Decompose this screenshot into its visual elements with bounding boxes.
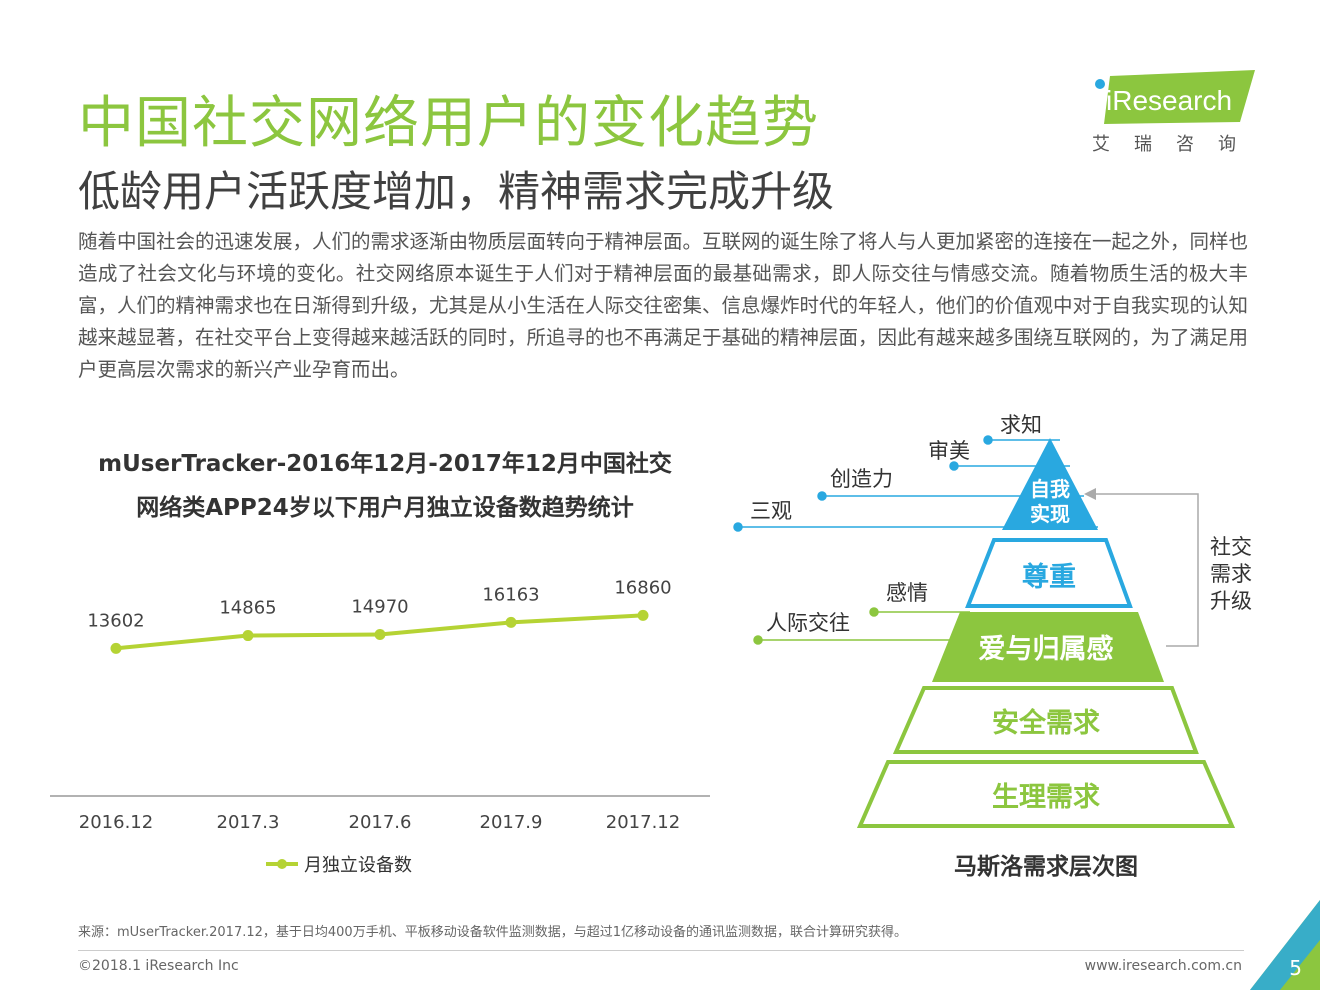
- data-point: [242, 630, 254, 642]
- side-label-1: 社交: [1210, 535, 1252, 559]
- data-label: 14865: [219, 598, 276, 619]
- series-segment: [115, 633, 249, 651]
- x-tick-label: 2017.12: [606, 812, 680, 833]
- annotation-sanguan: 三观: [750, 499, 792, 523]
- upgrade-bracket: [1092, 493, 1199, 647]
- annotation-lines-mid: [753, 607, 970, 645]
- series-segment: [247, 632, 381, 638]
- upgrade-arrowhead: [1084, 488, 1096, 500]
- level-esteem-label: 尊重: [1022, 562, 1076, 593]
- annotation-qiuzhi: 求知: [1000, 413, 1042, 437]
- annotation-renji: 人际交往: [766, 611, 850, 635]
- x-tick-label: 2017.3: [217, 812, 280, 833]
- side-label-2: 需求: [1210, 562, 1252, 586]
- data-point: [505, 616, 517, 628]
- logo-text: iResearch: [1106, 85, 1232, 116]
- chart-title-line-2: 网络类APP24岁以下用户月独立设备数趋势统计: [136, 495, 634, 521]
- series-segment: [379, 620, 512, 637]
- x-tick-label: 2017.6: [349, 812, 412, 833]
- corner-decoration: [1250, 900, 1320, 990]
- legend-label: 月独立设备数: [304, 855, 412, 876]
- level-1-line-1: 自我: [1030, 477, 1070, 501]
- level-safety: [892, 686, 1199, 754]
- level-self-actualization: [1002, 438, 1098, 530]
- data-point: [637, 609, 649, 621]
- footer-divider: [78, 950, 1244, 951]
- data-label: 14970: [351, 596, 408, 617]
- legend-marker: [277, 859, 287, 869]
- level-belonging: [932, 612, 1164, 682]
- pyramid-caption: 马斯洛需求层次图: [954, 853, 1138, 880]
- level-belonging-label: 爱与归属感: [979, 633, 1114, 665]
- data-label: 16860: [614, 577, 671, 598]
- x-tick-label: 2016.12: [79, 812, 153, 833]
- copyright: ©2018.1 iResearch Inc: [78, 958, 239, 974]
- logo-chinese: 艾瑞咨询: [1092, 134, 1260, 155]
- source-note: 来源：mUserTracker.2017.12，基于日均400万手机、平板移动设…: [78, 925, 907, 940]
- level-1-line-2: 实现: [1030, 502, 1070, 526]
- side-label-3: 升级: [1210, 589, 1252, 613]
- data-label: 13602: [87, 610, 144, 631]
- series-segment: [510, 613, 644, 625]
- iresearch-logo: iResearch: [1095, 70, 1255, 124]
- chart-title-line-1: mUserTracker-2016年12月-2017年12月中国社交: [98, 451, 672, 477]
- website-link[interactable]: www.iresearch.com.cn: [1084, 958, 1242, 974]
- page-title: 中国社交网络用户的变化趋势: [78, 91, 819, 156]
- annotation-chuangzaoli: 创造力: [830, 467, 893, 491]
- x-tick-label: 2017.9: [480, 812, 543, 833]
- page-subtitle: 低龄用户活跃度增加，精神需求完成升级: [78, 167, 835, 216]
- page-number: 5: [1289, 956, 1302, 980]
- annotation-ganqing: 感情: [886, 581, 928, 605]
- level-esteem: [965, 538, 1133, 608]
- level-physiological: [856, 760, 1236, 828]
- level-physiological-label: 生理需求: [992, 782, 1100, 813]
- legend: 月独立设备数: [266, 855, 412, 876]
- data-point: [374, 628, 386, 640]
- level-safety-label: 安全需求: [992, 707, 1100, 739]
- maslow-pyramid: 求知 审美 创造力 三观 感情 人际交往 自我 实现 尊重 爱与归属感 安全需求…: [733, 413, 1252, 880]
- data-label: 16163: [482, 584, 539, 605]
- intro-paragraph: 随着中国社会的迅速发展，人们的需求逐渐由物质层面转向于精神层面。互联网的诞生除了…: [78, 230, 1249, 381]
- line-chart: 13602 14865 14970 16163 16860 2016.12 2017.3 2…: [50, 577, 710, 876]
- data-point: [110, 642, 122, 654]
- annotation-shenmei: 审美: [928, 439, 970, 463]
